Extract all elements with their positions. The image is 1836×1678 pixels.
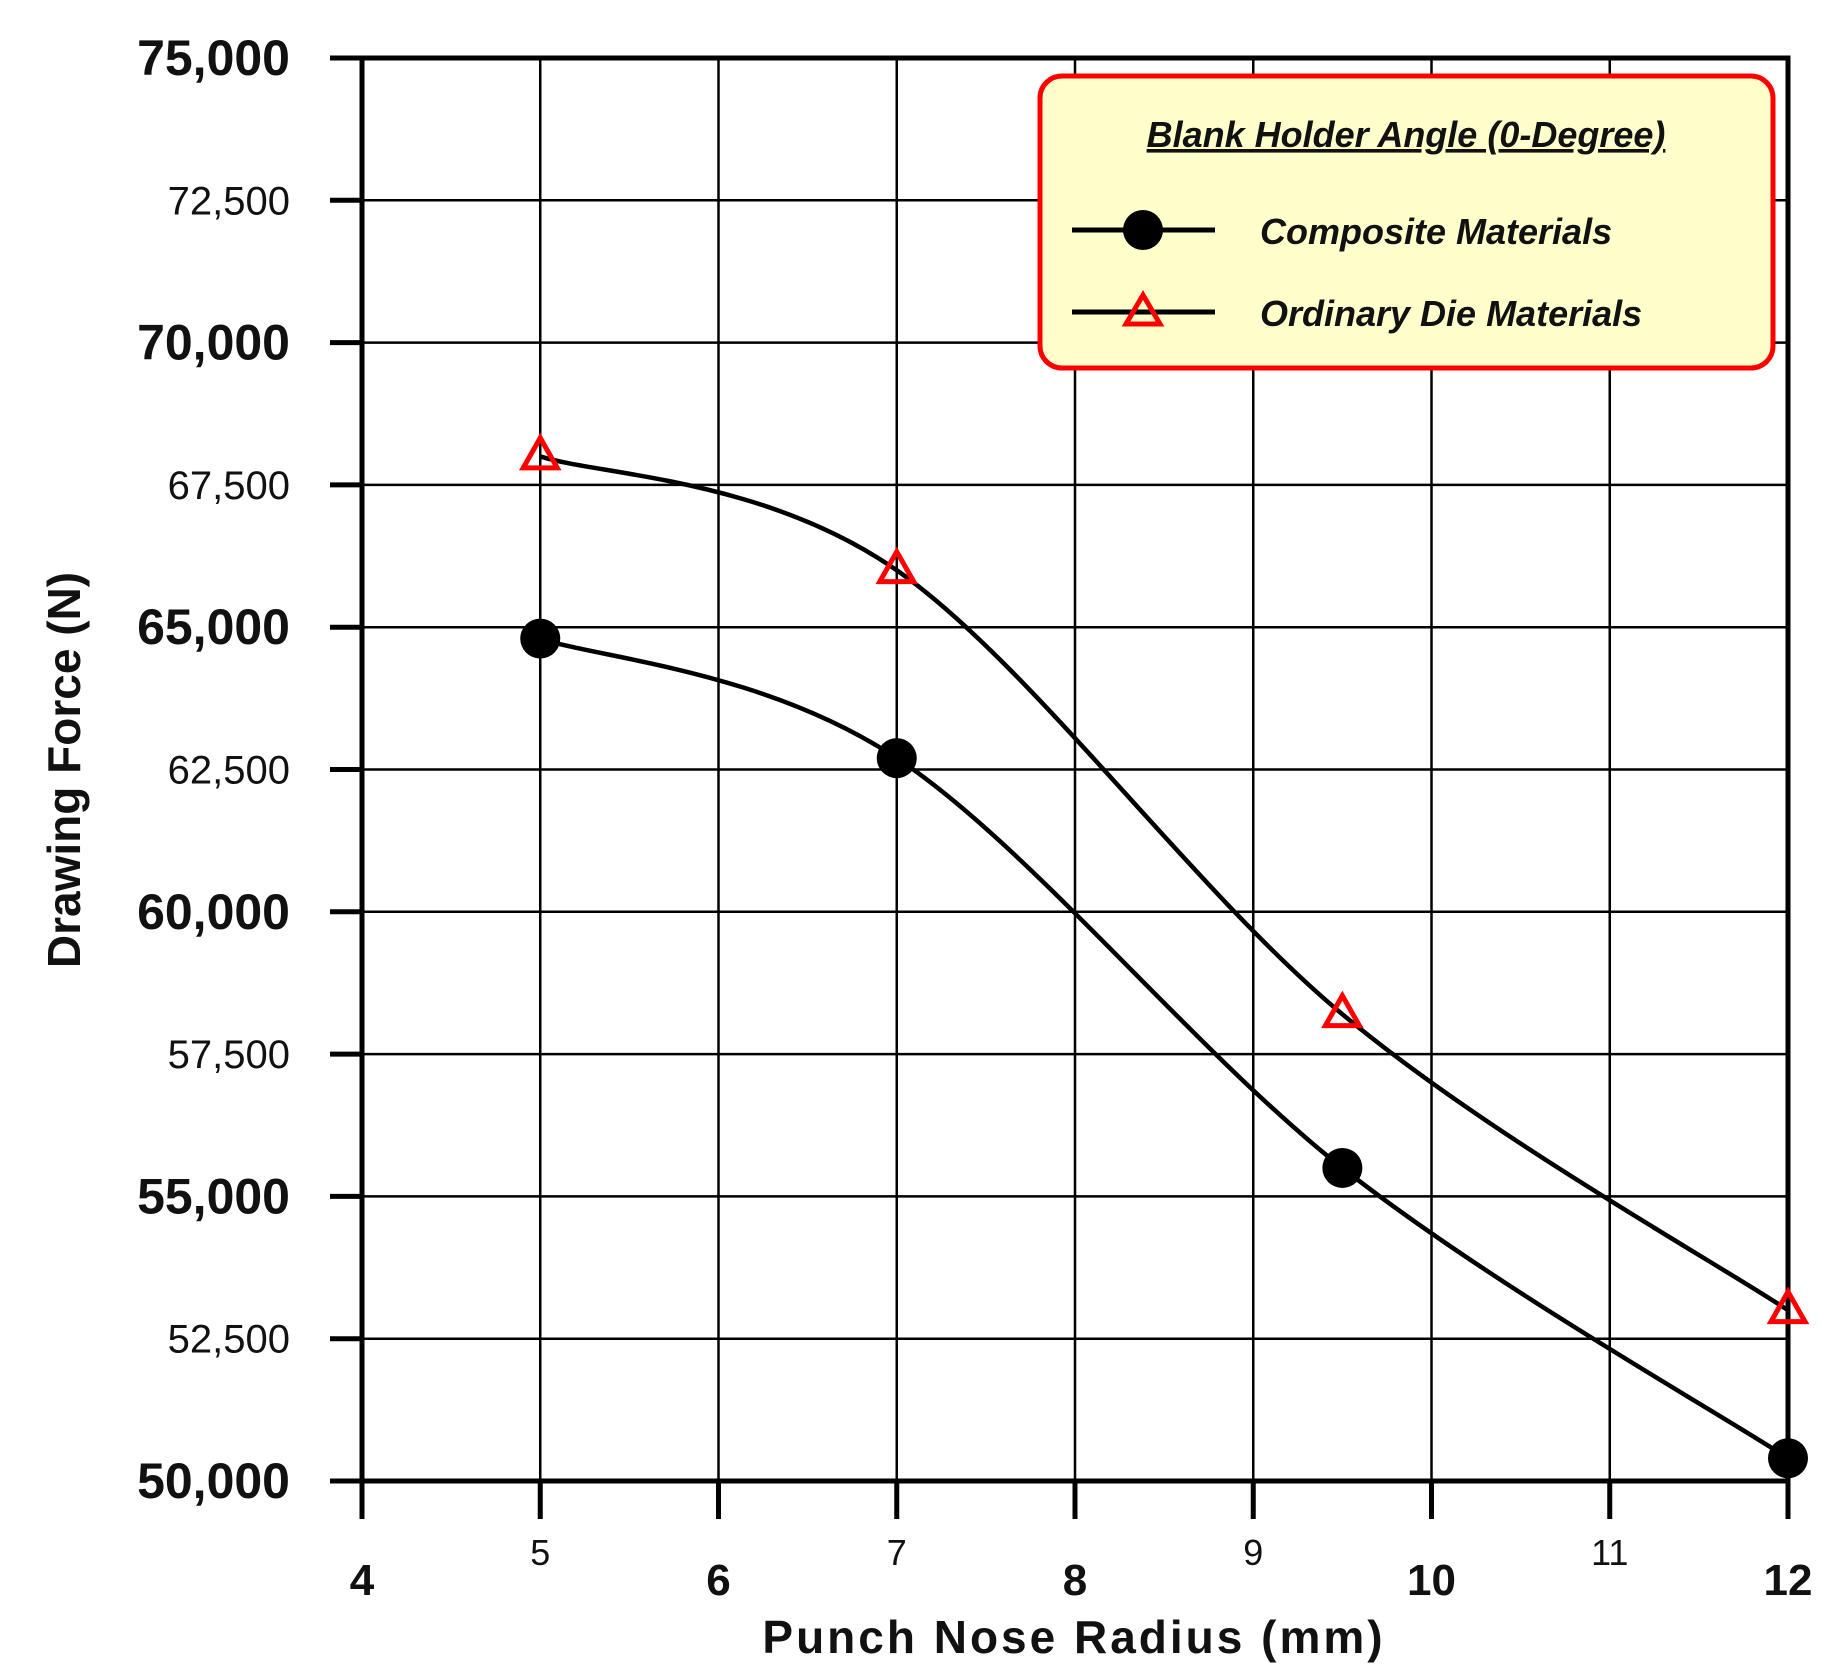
x-axis-title: Punch Nose Radius (mm)	[762, 1611, 1385, 1663]
series-line-ordinary	[539, 454, 1790, 1313]
x-tick-label: 12	[1764, 1556, 1813, 1605]
y-tick-label: 60,000	[137, 884, 290, 940]
axes: 4 5 6 7 8 9 10 11 12 50,000 52,500 55,000 57,500 60,0…	[137, 30, 1812, 1605]
y-tick-label: 55,000	[137, 1168, 290, 1224]
legend-box	[1037, 73, 1776, 371]
x-tick-label: 5	[530, 1532, 550, 1573]
x-tick-label: 7	[887, 1532, 907, 1573]
y-tick-label: 65,000	[137, 599, 290, 655]
y-tick-label: 62,500	[168, 749, 290, 793]
legend-circle-marker	[1123, 210, 1163, 250]
x-tick-label: 6	[706, 1556, 730, 1605]
data-series	[518, 432, 1810, 1479]
data-point-triangle	[518, 432, 562, 471]
y-tick-label: 75,000	[137, 30, 290, 86]
data-point-circle	[1322, 1147, 1363, 1188]
data-point-triangle	[1321, 990, 1364, 1029]
y-axis-title: Drawing Force (N)	[38, 572, 90, 968]
y-tick-label: 70,000	[137, 315, 290, 371]
y-tick-label: 57,500	[168, 1033, 290, 1077]
y-tick-label: 67,500	[168, 464, 290, 508]
data-point-triangle	[1766, 1286, 1810, 1325]
y-tick-label: 52,500	[168, 1318, 290, 1362]
legend: Blank Holder Angle (0-Degree) Composite …	[1037, 73, 1776, 371]
x-tick-label: 11	[1591, 1532, 1628, 1573]
plot-frame	[359, 55, 1791, 1484]
x-tick-label: 4	[350, 1556, 375, 1605]
legend-triangle-marker	[1121, 290, 1165, 327]
data-point-circle	[520, 618, 561, 659]
y-tick-label: 50,000	[137, 1453, 290, 1509]
legend-label-composite: Composite Materials	[1260, 211, 1612, 252]
x-tick-label: 10	[1407, 1556, 1456, 1605]
legend-title: Blank Holder Angle (0-Degree)	[1147, 114, 1666, 155]
series-line-composite	[539, 636, 1790, 1461]
data-point-circle	[876, 738, 917, 779]
y-tick-label: 72,500	[168, 179, 290, 223]
legend-label-ordinary: Ordinary Die Materials	[1260, 293, 1642, 334]
data-point-circle	[1768, 1438, 1808, 1479]
x-tick-label: 8	[1063, 1556, 1087, 1605]
x-tick-label: 9	[1243, 1532, 1263, 1573]
data-point-triangle	[875, 546, 919, 585]
